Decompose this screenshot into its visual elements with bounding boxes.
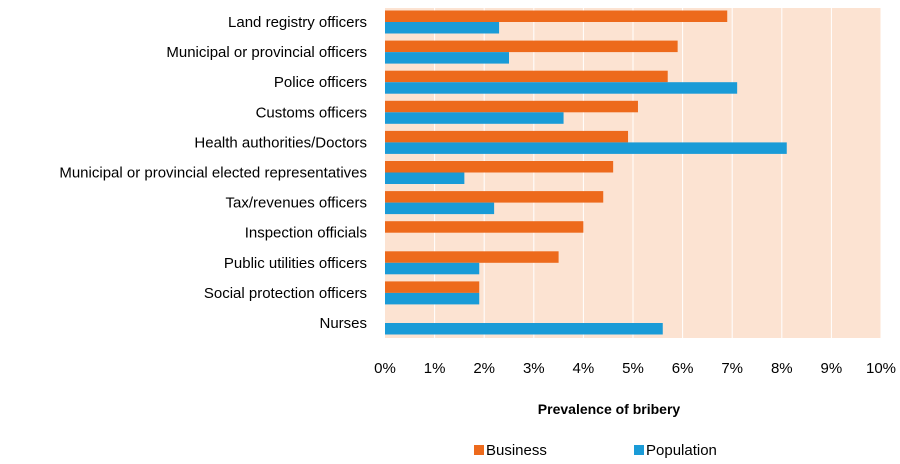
bar-population <box>385 292 480 305</box>
category-labels: Land registry officers Municipal or provi… <box>59 14 367 332</box>
bar-population <box>385 82 738 94</box>
category-label: Municipal or provincial officers <box>166 44 367 61</box>
category-label: Customs officers <box>256 104 367 121</box>
bar-population <box>385 323 663 335</box>
legend-swatch-business <box>474 445 484 455</box>
category-label: Public utilities officers <box>224 255 367 272</box>
legend: Business Population <box>474 442 717 459</box>
bar-population <box>385 52 509 64</box>
legend-label-business: Business <box>486 442 547 459</box>
category-label: Health authorities/Doctors <box>194 134 367 151</box>
bar-population <box>385 262 480 275</box>
category-label: Tax/revenues officers <box>226 195 367 212</box>
bar-population <box>385 202 495 215</box>
bar-population <box>385 22 500 34</box>
x-tick-label: 6% <box>672 360 694 377</box>
category-label: Land registry officers <box>228 14 367 31</box>
bar-business <box>385 40 678 53</box>
category-label: Police officers <box>274 74 367 91</box>
x-tick-label: 10% <box>866 360 896 377</box>
bar-population <box>385 112 564 124</box>
x-tick-label: 3% <box>523 360 545 377</box>
x-tick-label: 8% <box>771 360 793 377</box>
x-tick-label: 5% <box>622 360 644 377</box>
bar-business <box>385 130 629 143</box>
legend-label-population: Population <box>646 442 717 459</box>
x-tick-label: 4% <box>573 360 595 377</box>
x-axis-title: Prevalence of bribery <box>538 401 681 417</box>
category-label: Nurses <box>319 315 367 332</box>
bar-business <box>385 281 480 293</box>
bar-business <box>385 221 584 233</box>
legend-swatch-population <box>634 445 644 455</box>
x-tick-label: 7% <box>721 360 743 377</box>
category-label: Social protection officers <box>204 285 367 302</box>
bar-business <box>385 251 559 263</box>
bars <box>385 10 787 335</box>
bar-population <box>385 142 787 154</box>
grid-lines <box>434 8 882 338</box>
bar-business <box>385 100 638 113</box>
bar-business <box>385 10 728 22</box>
x-tick-label: 9% <box>821 360 843 377</box>
x-tick-label: 0% <box>374 360 396 377</box>
category-label: Inspection officials <box>245 225 367 242</box>
bar-business <box>385 161 614 173</box>
bar-business <box>385 70 668 83</box>
bar-business <box>385 191 604 203</box>
bar-population <box>385 172 465 184</box>
x-tick-label: 1% <box>424 360 446 377</box>
x-tick-labels: 0% 1% 2% 3% 4% 5% 6% 7% 8% 9% 10% <box>374 360 896 377</box>
x-tick-label: 2% <box>473 360 495 377</box>
category-label: Municipal or provincial elected represen… <box>59 165 367 182</box>
